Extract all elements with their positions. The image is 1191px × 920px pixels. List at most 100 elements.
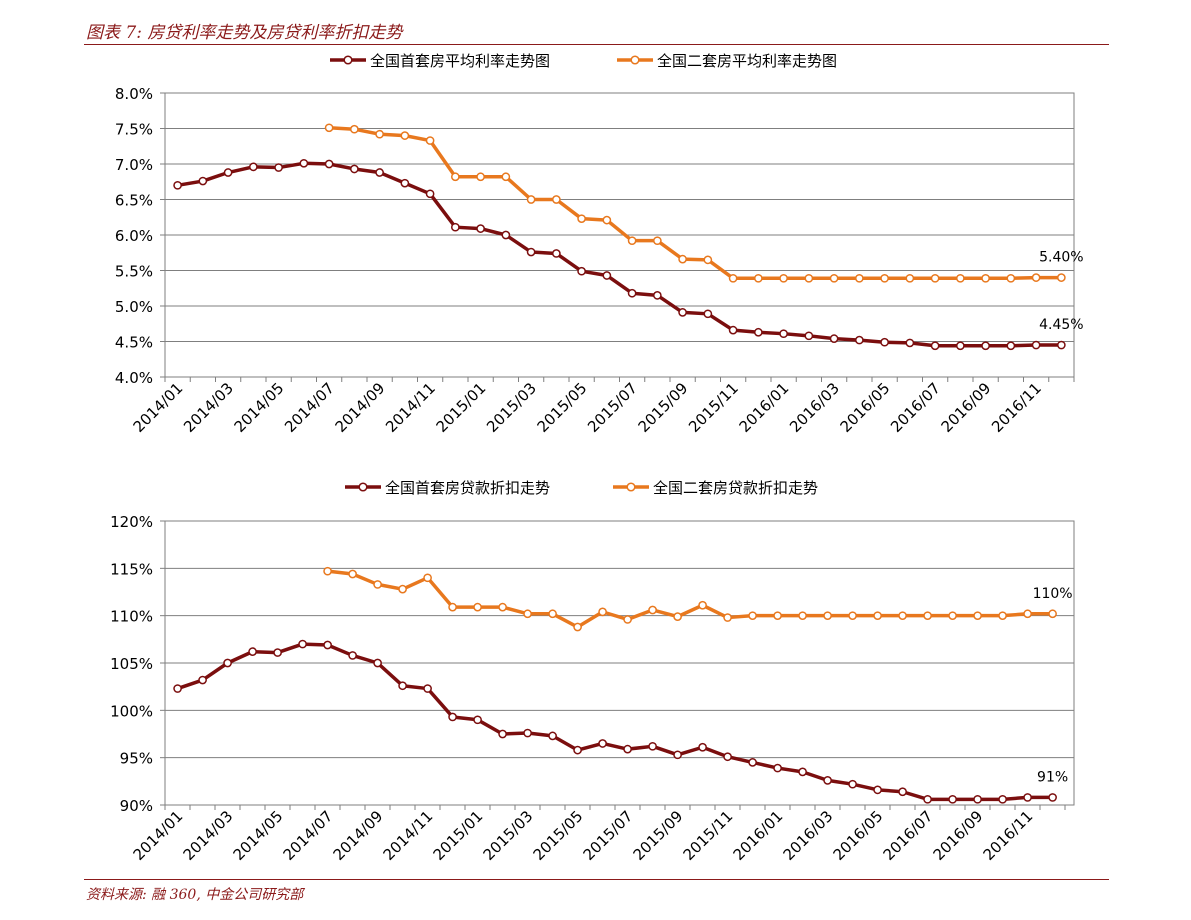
x-tick-label: 2016/03 (786, 379, 843, 436)
data-point (703, 255, 713, 265)
x-tick-label: 2014/03 (180, 379, 237, 436)
data-point (598, 739, 607, 748)
data-point (698, 600, 707, 610)
data-point (173, 684, 182, 693)
mortgage-discount-chart: 90% 95% 100% 105% 110% 115% 120% 2014/012014/03… (110, 479, 1075, 864)
data-point (948, 794, 957, 804)
data-point (880, 273, 889, 283)
data-point (523, 609, 532, 619)
x-tick-label: 2015/07 (580, 807, 637, 864)
legend-swatch-marker (343, 55, 353, 65)
data-point (423, 684, 432, 693)
data-point (223, 658, 232, 668)
legend-swatch-marker (630, 55, 640, 65)
data-point (451, 222, 460, 232)
x-tick-label: 2016/07 (887, 379, 944, 436)
x-tick-label: 2015/03 (480, 807, 537, 864)
y-tick-label: 110% (110, 608, 153, 626)
y-tick-label: 6.5% (115, 192, 153, 210)
data-point (898, 611, 907, 621)
series-line (177, 642, 1053, 802)
data-point (1057, 340, 1066, 350)
x-tick-label: 2014/09 (332, 379, 389, 436)
data-point (728, 325, 738, 335)
data-point (548, 731, 557, 741)
data-point (323, 640, 332, 650)
data-point (498, 602, 507, 612)
data-point (526, 247, 536, 257)
data-point (623, 615, 632, 624)
data-point (324, 123, 334, 133)
data-point (973, 611, 982, 621)
data-point (653, 236, 662, 246)
x-tick-label: 2014/09 (330, 807, 387, 864)
x-tick-label: 2015/05 (534, 379, 591, 436)
legend-swatch-marker (358, 482, 368, 492)
y-tick-label: 95% (120, 750, 153, 768)
y-tick-label: 7.0% (115, 156, 153, 174)
data-point (1048, 609, 1057, 619)
data-point (451, 172, 460, 182)
series-line (177, 161, 1062, 348)
data-point (779, 273, 788, 283)
data-point (678, 254, 687, 264)
data-point (998, 611, 1007, 621)
x-tick-label: 2016/09 (938, 379, 995, 436)
y-tick-label: 6.0% (115, 227, 153, 245)
data-point (526, 195, 536, 204)
bottom-divider (84, 879, 1109, 880)
legend-swatch-marker (626, 482, 636, 492)
data-point (748, 758, 757, 767)
data-point (498, 729, 507, 739)
y-tick-label: 90% (120, 797, 153, 815)
data-point (873, 611, 882, 621)
data-point (249, 162, 258, 172)
data-point (956, 341, 965, 351)
x-tick-label: 2016/07 (880, 807, 937, 864)
data-point (956, 273, 965, 283)
data-point (1023, 609, 1032, 619)
data-point (1031, 340, 1041, 350)
top-divider (84, 44, 1109, 45)
x-tick-label: 2016/01 (730, 807, 787, 864)
data-point (948, 611, 957, 621)
x-tick-label: 2015/07 (584, 379, 641, 436)
data-point (548, 609, 557, 619)
data-point (400, 131, 410, 140)
data-point (573, 622, 582, 632)
data-point (1048, 793, 1057, 802)
data-point (448, 712, 457, 722)
x-tick-label: 2014/11 (382, 379, 439, 436)
data-point (473, 715, 482, 725)
data-point (905, 338, 915, 348)
data-point (577, 214, 586, 224)
data-point (673, 750, 682, 760)
data-point (173, 180, 182, 190)
x-tick-label: 2016/09 (930, 807, 987, 864)
data-point (723, 613, 732, 622)
data-point (627, 236, 637, 246)
x-tick-label: 2014/07 (281, 379, 338, 436)
data-point (1006, 273, 1016, 283)
x-tick-label: 2015/01 (430, 807, 487, 864)
x-tick-label: 2014/05 (231, 379, 288, 436)
data-point (348, 569, 357, 579)
data-point (323, 566, 332, 576)
y-tick-label: 100% (110, 702, 153, 720)
data-point (748, 611, 757, 621)
x-tick-label: 2016/11 (980, 807, 1037, 864)
data-point (248, 647, 257, 656)
data-point (973, 794, 982, 804)
legend-label: 全国二套房平均利率走势图 (657, 52, 837, 70)
data-point (273, 648, 282, 657)
legend-label: 全国首套房贷款折扣走势 (385, 479, 550, 497)
legend-label: 全国首套房平均利率走势图 (370, 52, 550, 70)
data-point (552, 249, 561, 258)
end-value-label: 110% (1033, 586, 1073, 602)
data-point (373, 580, 382, 589)
x-tick-label: 2016/03 (780, 807, 837, 864)
x-tick-label: 2015/09 (635, 379, 692, 436)
data-point (698, 742, 707, 752)
data-point (880, 337, 889, 347)
data-point (823, 611, 832, 621)
